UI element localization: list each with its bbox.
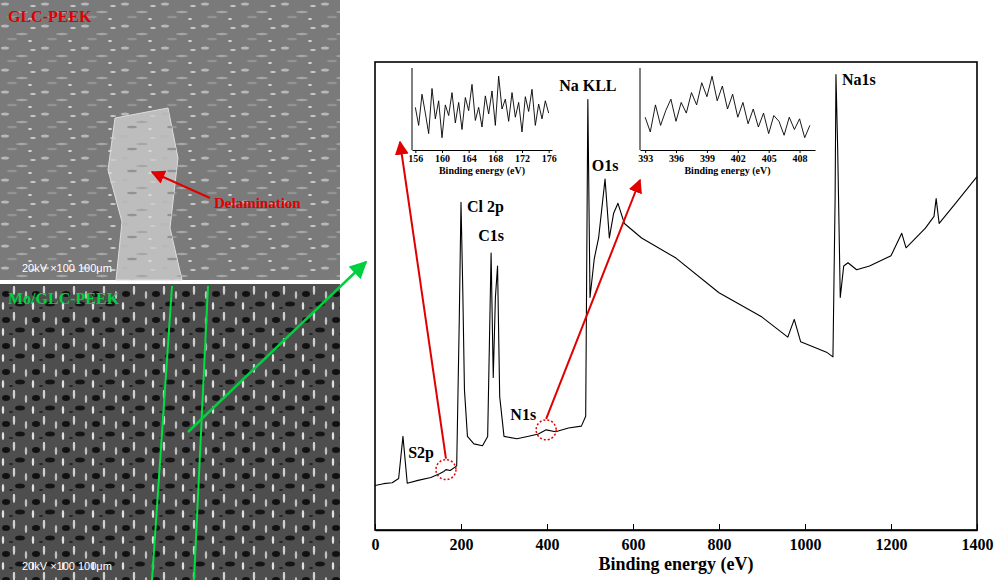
peak-label: C1s	[478, 227, 504, 244]
sem-texture	[0, 0, 340, 280]
x-tick-label: 800	[708, 536, 732, 553]
x-axis-title: Binding energy (eV)	[599, 554, 754, 575]
x-tick: 176	[542, 150, 557, 164]
panel-label: GLC-PEEK	[8, 8, 92, 25]
x-tick: 402	[731, 150, 746, 164]
delamination-region	[108, 108, 182, 280]
x-tick-label: 408	[793, 153, 808, 164]
delamination-texture	[108, 108, 182, 280]
x-tick: 168	[488, 150, 503, 164]
x-tick-label: 400	[536, 536, 560, 553]
x-tick-mark	[633, 524, 634, 530]
x-tick-label: 160	[435, 153, 450, 164]
x-tick: 396	[669, 150, 684, 164]
panel-label: Mo/GLC-PEEK	[8, 290, 120, 307]
spectrum-line	[375, 75, 977, 486]
x-tick: 0	[372, 524, 380, 553]
plot-frame	[375, 62, 977, 530]
highlight-circle	[436, 460, 456, 480]
y-axis-line	[412, 68, 413, 150]
x-tick-label: 156	[408, 153, 423, 164]
sem-texture	[0, 284, 340, 580]
x-tick: 400	[536, 524, 560, 553]
y-axis-line	[640, 68, 641, 150]
x-tick: 156	[408, 150, 423, 164]
x-tick-label: 399	[700, 153, 715, 164]
x-tick-mark	[547, 524, 548, 530]
x-tick-label: 168	[488, 153, 503, 164]
sem-image	[0, 0, 340, 280]
inset-x-axis-title: Binding energy (eV)	[684, 165, 770, 177]
x-tick: 1400	[962, 524, 994, 553]
sem-image	[0, 284, 340, 580]
spectrum-line	[415, 76, 548, 138]
x-tick: 172	[515, 150, 530, 164]
x-axis-line	[413, 150, 553, 151]
x-tick-label: 402	[731, 153, 746, 164]
peak-label: N1s	[510, 406, 536, 423]
x-tick-label: 1400	[962, 536, 994, 553]
marks	[645, 76, 810, 138]
x-tick-mark	[891, 524, 892, 530]
inset-chart: 393 396 399 402 405 408 Binding energy (eV)	[638, 68, 815, 177]
link-arrow	[546, 180, 640, 419]
x-tick: 405	[762, 150, 777, 164]
x-tick-label: 396	[669, 153, 684, 164]
x-tick: 600	[622, 524, 646, 553]
x-axis-line	[376, 530, 978, 532]
x-tick: 399	[700, 150, 715, 164]
x-tick-mark	[805, 524, 806, 530]
x-tick: 164	[462, 150, 477, 164]
x-tick-mark	[375, 524, 376, 530]
x-tick-label: 164	[462, 153, 477, 164]
link-arrow	[400, 142, 446, 459]
x-axis-line	[641, 150, 816, 151]
link-arrow	[188, 262, 366, 432]
sem-panel-top: GLC-PEEK Delamination 20kV ×100 100μm	[0, 0, 340, 280]
inset-x-axis-title: Binding energy (eV)	[439, 165, 525, 177]
peak-label: Na1s	[842, 71, 876, 88]
peak-label: O1s	[592, 157, 619, 174]
marker-line	[152, 286, 172, 580]
peak-label: Cl 2p	[467, 198, 504, 216]
peak-label: S2p	[408, 444, 434, 462]
x-tick: 160	[435, 150, 450, 164]
x-tick-mark	[461, 524, 462, 530]
inset-chart: 156 160 164 168 172 176 Binding energy (eV)	[408, 68, 556, 177]
x-tick-label: 1200	[876, 536, 908, 553]
inset-x-axis: 393 396 399 402 405 408	[638, 150, 815, 164]
marks	[415, 76, 548, 138]
x-tick-label: 0	[372, 536, 380, 553]
highlight-circle	[536, 420, 556, 440]
marks	[375, 75, 977, 486]
x-tick-mark	[719, 524, 720, 530]
x-tick: 408	[793, 150, 808, 164]
x-tick-label: 600	[622, 536, 646, 553]
x-tick: 1000	[790, 524, 822, 553]
main-chart: 0 200 400 600 800 1000 1200 1400 Binding energy …	[372, 62, 994, 575]
x-tick-label: 176	[542, 153, 557, 164]
figure: GLC-PEEKDelamination20kV ×100 100μmMo/GL…	[0, 0, 1008, 580]
x-tick: 800	[708, 524, 732, 553]
x-tick-label: 172	[515, 153, 530, 164]
inset-x-axis: 156 160 164 168 172 176	[408, 150, 556, 164]
scale-text: 20kV ×100 100μm	[22, 560, 112, 572]
annotation-arrow	[152, 172, 210, 198]
x-tick-label: 393	[638, 153, 653, 164]
x-tick: 1200	[876, 524, 908, 553]
x-tick: 200	[450, 524, 474, 553]
x-tick-label: 1000	[790, 536, 822, 553]
image-annotation: Delamination	[214, 195, 301, 211]
x-tick-mark	[977, 524, 978, 530]
x-axis: 0 200 400 600 800 1000 1200 1400	[372, 524, 994, 553]
x-tick: 393	[638, 150, 653, 164]
x-tick-label: 200	[450, 536, 474, 553]
scale-text: 20kV ×100 100μm	[22, 262, 112, 274]
marker-line	[194, 286, 208, 580]
peak-label: Na KLL	[559, 77, 616, 94]
spectrum-line	[645, 76, 810, 138]
x-tick-label: 405	[762, 153, 777, 164]
sem-panel-bottom: Mo/GLC-PEEK 20kV ×100 100μm	[0, 284, 340, 580]
